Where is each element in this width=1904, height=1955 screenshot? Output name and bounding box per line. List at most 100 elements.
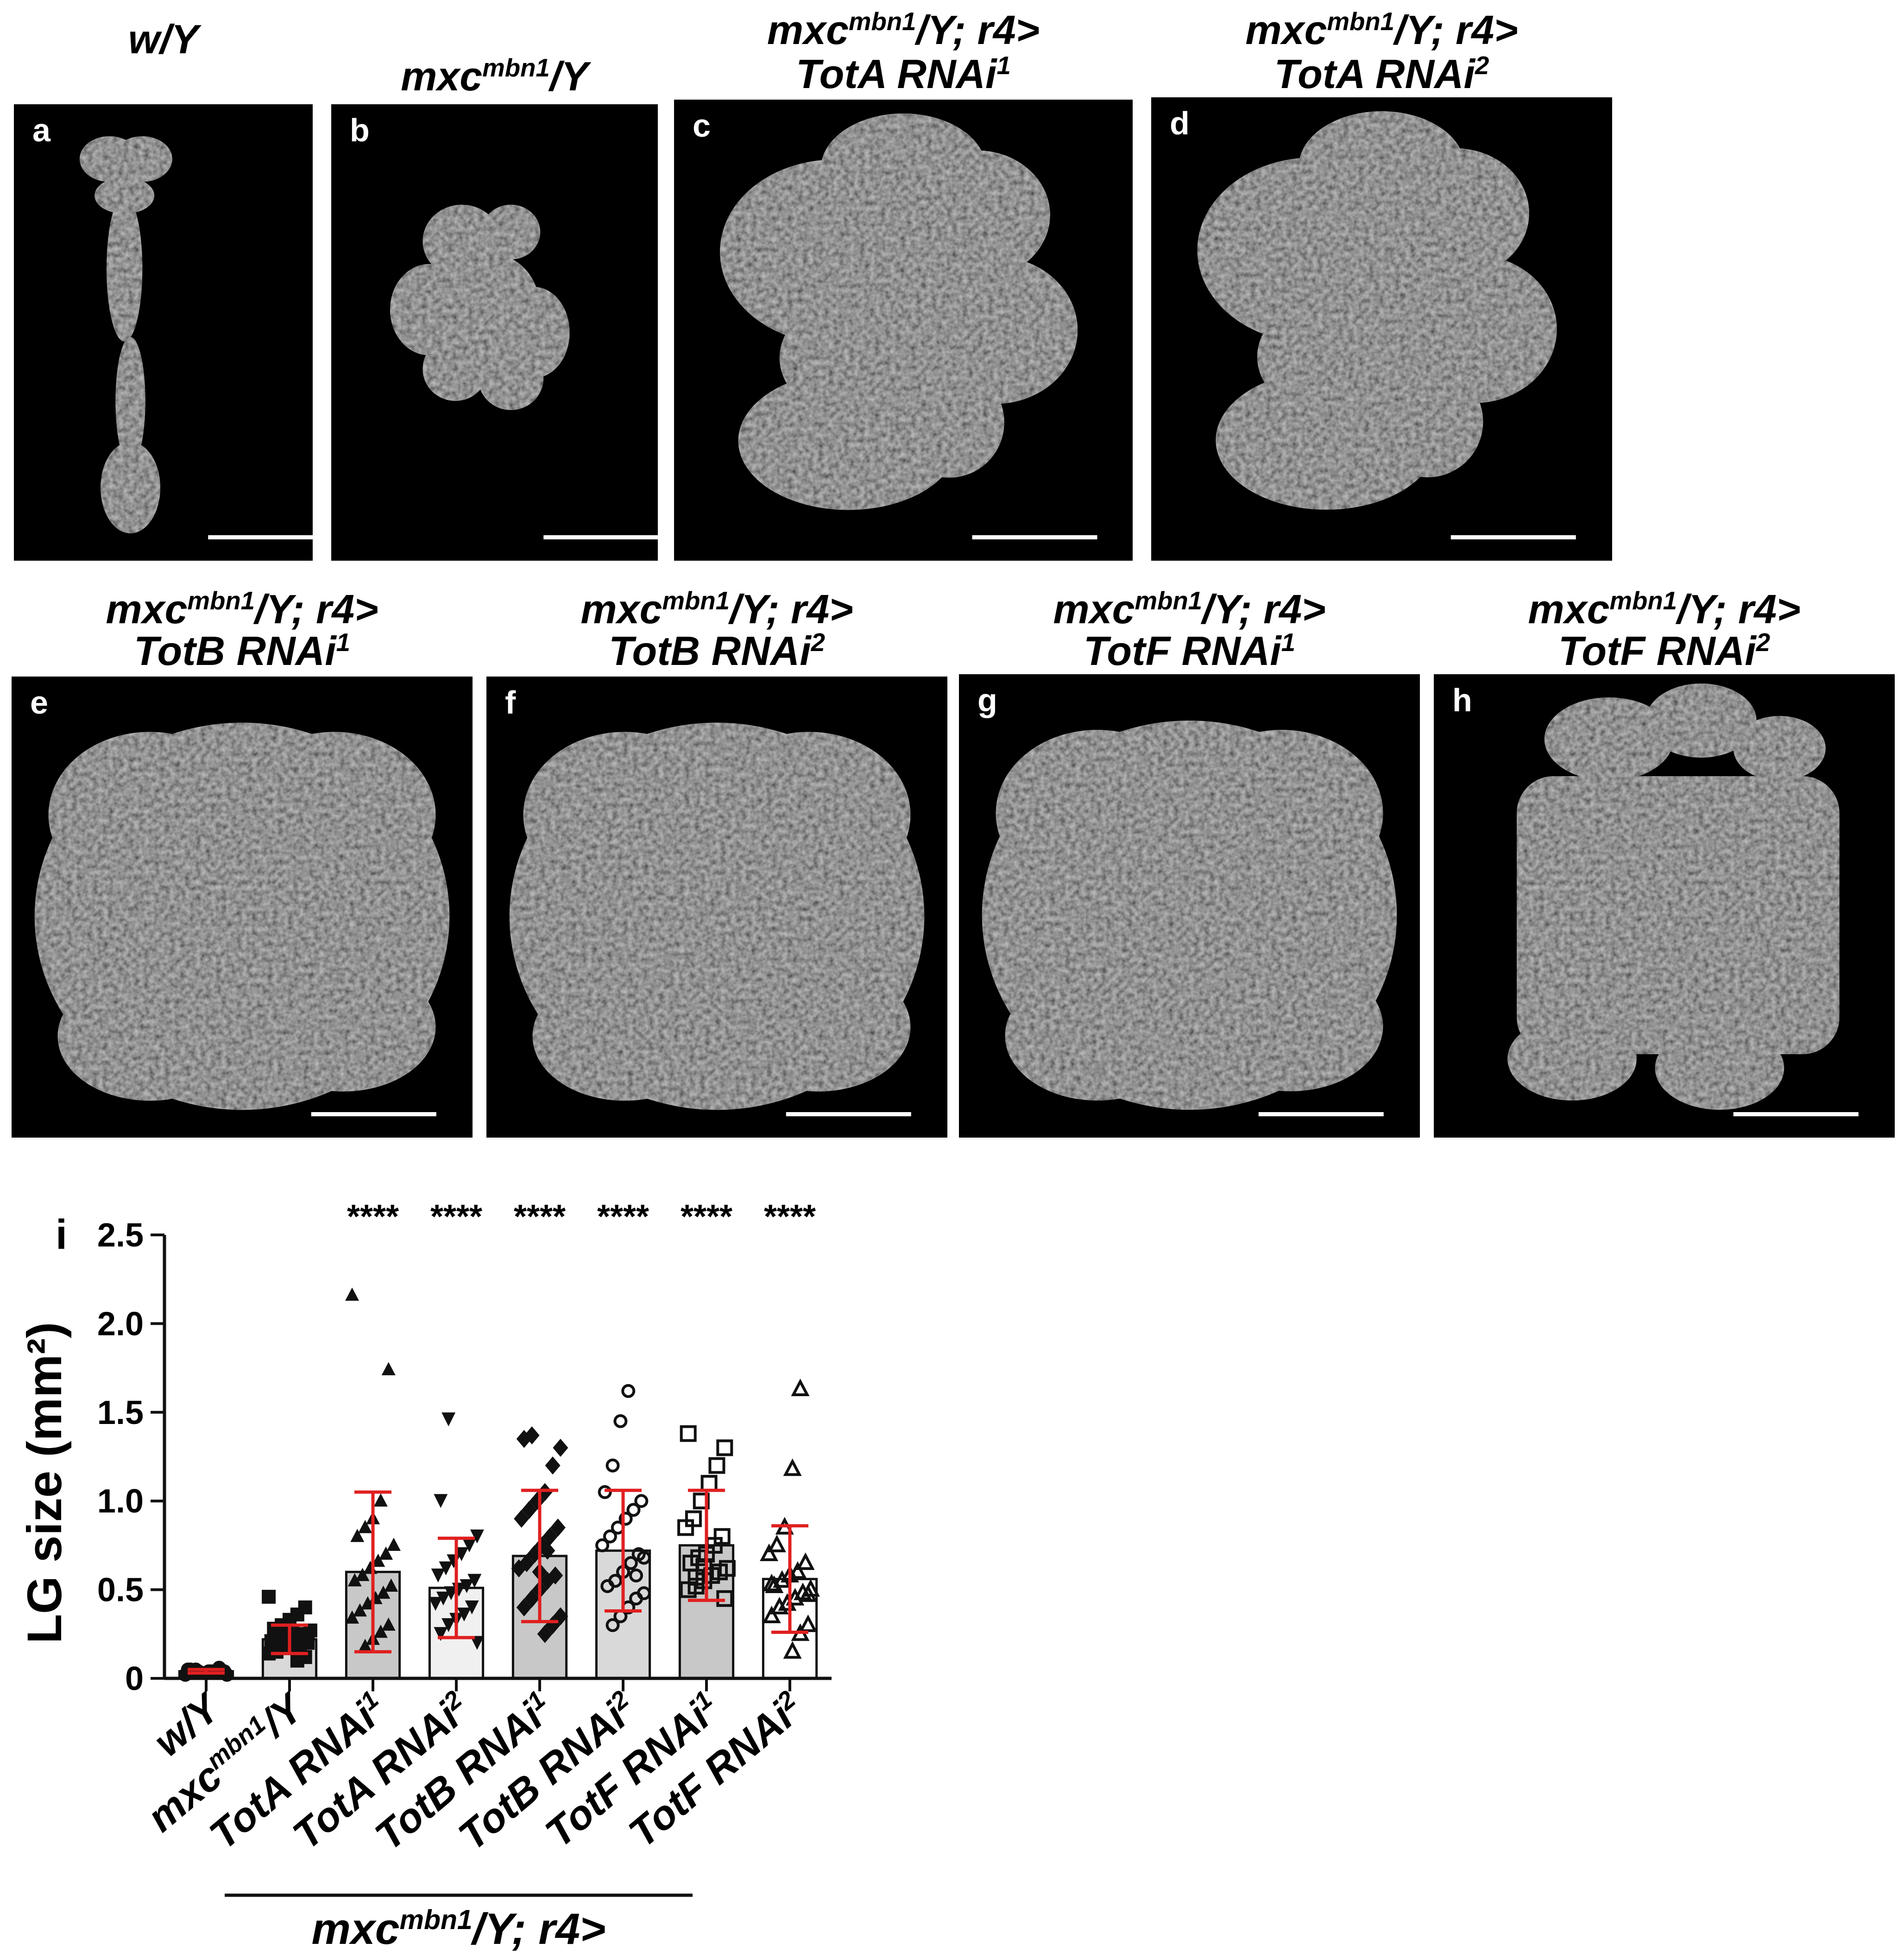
significance-label: **** bbox=[597, 1198, 649, 1235]
tissue-lobe bbox=[1381, 148, 1529, 278]
tissue-lobe bbox=[894, 367, 1004, 478]
data-point bbox=[626, 1503, 641, 1517]
data-point bbox=[436, 1591, 450, 1606]
data-point bbox=[350, 1529, 365, 1542]
panel-label-d: d bbox=[1170, 105, 1190, 141]
data-point bbox=[788, 1561, 807, 1579]
data-point bbox=[767, 1534, 786, 1552]
panel-c: c mxcmbn1/Y; r4>TotA RNAi1 bbox=[674, 7, 1133, 561]
lg-size-bar-chart: LG size (mm²) i 00.51.01.52.02.5 **** ***… bbox=[18, 1198, 832, 1954]
data-point bbox=[700, 1474, 718, 1492]
tissue-lobe bbox=[707, 732, 911, 898]
data-point bbox=[695, 1558, 712, 1575]
data-point bbox=[285, 1625, 299, 1639]
scale-bar bbox=[1733, 1112, 1859, 1116]
y-tick-label: 1.0 bbox=[97, 1483, 144, 1520]
tissue-lobe bbox=[996, 730, 1199, 897]
data-point bbox=[796, 1552, 815, 1570]
data-point bbox=[465, 1600, 479, 1614]
data-point bbox=[621, 1384, 636, 1398]
tissue-lobe bbox=[233, 732, 436, 898]
tissue-lobe bbox=[1544, 697, 1674, 781]
data-point bbox=[373, 1624, 388, 1638]
data-point bbox=[634, 1494, 649, 1508]
data-point bbox=[719, 1560, 736, 1577]
panel-title-line: TotA RNAi1 bbox=[796, 51, 1011, 97]
data-point bbox=[470, 1529, 484, 1544]
data-point bbox=[358, 1639, 372, 1652]
tissue-lobe bbox=[1372, 366, 1483, 477]
tissue-lobe bbox=[903, 150, 1050, 280]
data-point bbox=[434, 1627, 448, 1641]
data-point bbox=[379, 1546, 393, 1560]
panel-label-i: i bbox=[56, 1212, 67, 1258]
data-point bbox=[603, 1529, 617, 1544]
data-point bbox=[444, 1586, 458, 1601]
data-point bbox=[524, 1589, 540, 1608]
data-point bbox=[386, 1537, 401, 1551]
significance-stars: **** **** **** **** **** **** bbox=[347, 1198, 816, 1235]
data-point bbox=[791, 1379, 810, 1397]
scale-bar bbox=[1450, 535, 1576, 539]
data-point bbox=[360, 1596, 375, 1610]
panel-title-line: mxcmbn1/Y; r4> bbox=[1245, 7, 1518, 53]
data-point bbox=[441, 1412, 456, 1427]
data-point bbox=[467, 1574, 482, 1588]
data-point bbox=[637, 1550, 651, 1565]
panel-f: f mxcmbn1/Y; r4>TotB RNAi2 bbox=[486, 586, 947, 1138]
panel-a: a w/Y bbox=[14, 16, 334, 561]
data-point bbox=[762, 1606, 781, 1624]
tissue-lobe bbox=[1180, 730, 1383, 897]
panel-title-line: TotA RNAi2 bbox=[1274, 51, 1489, 97]
data-point bbox=[542, 1527, 558, 1546]
data-point bbox=[457, 1607, 471, 1622]
data-point bbox=[460, 1579, 474, 1593]
tissue-lobe bbox=[1517, 776, 1840, 1054]
data-point bbox=[693, 1493, 710, 1510]
y-tick-label: 1.5 bbox=[97, 1394, 144, 1431]
tissue-lobe bbox=[1507, 1017, 1637, 1101]
data-point bbox=[783, 1641, 802, 1659]
data-point bbox=[441, 1618, 456, 1632]
tissue-lobe bbox=[1733, 716, 1826, 781]
significance-label: **** bbox=[514, 1198, 566, 1235]
y-ticks: 0 0.5 1.0 1.5 2.0 2.5 bbox=[97, 1217, 164, 1697]
panel-label-g: g bbox=[977, 682, 997, 718]
axes bbox=[163, 1235, 832, 1691]
lymph-gland-tissue bbox=[390, 204, 570, 410]
tissue-lobe bbox=[57, 971, 242, 1101]
data-point bbox=[618, 1512, 633, 1526]
data-point bbox=[629, 1568, 643, 1582]
data-point bbox=[762, 1574, 781, 1592]
scale-bar bbox=[543, 535, 669, 539]
panel-label-b: b bbox=[350, 112, 370, 148]
panel-title-line: TotB RNAi1 bbox=[134, 628, 350, 674]
data-point bbox=[608, 1574, 623, 1588]
data-point bbox=[345, 1287, 359, 1301]
tissue-lobe bbox=[390, 264, 469, 355]
data-point bbox=[522, 1500, 537, 1519]
data-point bbox=[760, 1544, 779, 1562]
significance-label: **** bbox=[681, 1198, 732, 1235]
data-point bbox=[550, 1518, 566, 1537]
group-bracket: mxcmbn1/Y; r4> bbox=[225, 1893, 693, 1954]
scale-bar bbox=[208, 535, 334, 539]
data-point bbox=[262, 1589, 276, 1604]
lymph-gland-tissue bbox=[509, 722, 925, 1110]
data-point bbox=[716, 1590, 733, 1607]
tissue-lobe bbox=[112, 136, 172, 182]
y-axis-label: LG size (mm²) bbox=[18, 1322, 72, 1644]
data-point bbox=[439, 1561, 453, 1575]
significance-label: **** bbox=[764, 1198, 816, 1235]
data-point bbox=[376, 1585, 391, 1599]
lymph-gland-tissue bbox=[79, 136, 172, 533]
data-point bbox=[637, 1586, 651, 1601]
tissue-lobe bbox=[726, 962, 911, 1092]
panel-e: e mxcmbn1/Y; r4>TotB RNAi1 bbox=[12, 586, 473, 1138]
data-point bbox=[685, 1510, 702, 1527]
data-point bbox=[358, 1520, 372, 1533]
data-point bbox=[514, 1509, 530, 1528]
panel-title-line: mxcmbn1/Y; r4> bbox=[106, 586, 378, 632]
data-point bbox=[345, 1610, 359, 1624]
